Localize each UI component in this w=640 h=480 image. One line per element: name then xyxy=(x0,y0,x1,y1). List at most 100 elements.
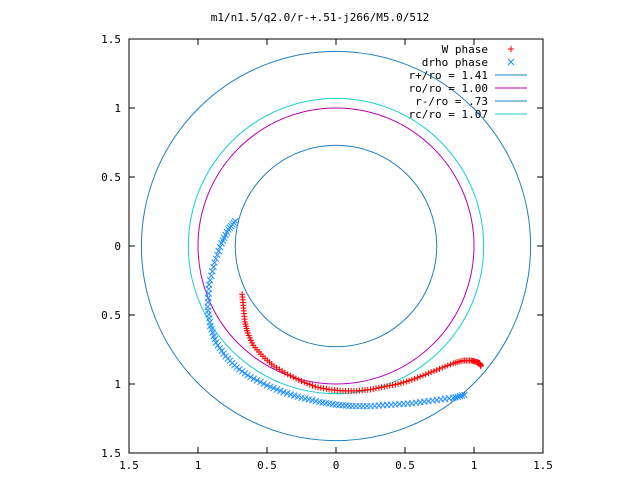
w-phase-point xyxy=(315,384,322,391)
w-phase-point xyxy=(386,382,393,389)
drho-phase-point xyxy=(210,263,217,271)
w-phase-point xyxy=(439,364,446,371)
w-phase-point xyxy=(433,366,440,373)
w-phase-point xyxy=(317,384,324,391)
drho-phase-point xyxy=(253,377,261,384)
circle-r-minus xyxy=(234,144,438,348)
radius-circles xyxy=(140,50,532,442)
w-phase-point xyxy=(312,383,319,390)
drho-phase-point xyxy=(260,380,268,388)
w-phase-point xyxy=(477,363,484,370)
y-tick-label: 0.5 xyxy=(101,309,121,322)
w-phase-point xyxy=(306,381,313,388)
w-phase-point xyxy=(411,375,418,382)
y-tick-label: 0 xyxy=(114,240,121,253)
w-phase-point xyxy=(406,377,413,384)
drho-phase-point xyxy=(257,378,264,386)
w-phase-point xyxy=(378,384,385,391)
legend-entry: W phase xyxy=(442,43,514,56)
legend-label: r+/ro = 1.41 xyxy=(409,69,488,82)
w-phase-point xyxy=(309,382,316,389)
drho-phase-point xyxy=(216,243,224,251)
chart-title: m1/n1.5/q2.0/r-+.51-j266/M5.0/512 xyxy=(211,11,430,24)
drho-phase-point xyxy=(250,375,258,383)
w-phase-point xyxy=(384,383,391,390)
drho-phase-point xyxy=(247,373,254,381)
w-phase-point xyxy=(370,385,377,392)
legend-entry: r-/ro = .73 xyxy=(415,95,527,108)
w-phase-point xyxy=(367,386,374,393)
x-tick-label: 1 xyxy=(195,459,202,472)
y-tick-label: 1 xyxy=(114,378,121,391)
w-phase-point xyxy=(436,365,443,372)
w-phase-point xyxy=(428,369,435,376)
w-phase-point xyxy=(292,375,299,382)
w-phase-point xyxy=(298,378,305,385)
drho-phase-point xyxy=(206,276,214,284)
w-phase-point xyxy=(375,384,382,391)
legend-entry: ro/ro = 1.00 xyxy=(409,82,527,95)
y-tick-label: 1.5 xyxy=(101,447,121,460)
drho-phase-point xyxy=(215,247,223,255)
w-phase-point xyxy=(417,373,424,380)
w-phase-point xyxy=(397,380,404,387)
legend-entry: r+/ro = 1.41 xyxy=(409,69,527,82)
drho-phase-point xyxy=(208,268,216,275)
w-phase-point xyxy=(447,361,454,368)
w-phase-point xyxy=(408,376,415,383)
w-phase-point xyxy=(414,374,421,381)
drho-phase-point xyxy=(212,255,220,263)
x-tick-label: 1 xyxy=(471,459,478,472)
circle-r-plus xyxy=(140,50,532,442)
legend-label: drho phase xyxy=(422,56,488,69)
legend-label: rc/ro = 1.07 xyxy=(409,108,488,121)
w-phase-point xyxy=(442,363,449,370)
w-phase-point xyxy=(425,370,432,377)
w-phase-point xyxy=(304,380,311,387)
legend-label: ro/ro = 1.00 xyxy=(409,82,488,95)
w-phase-point xyxy=(444,362,451,369)
y-tick-label: 1.5 xyxy=(101,33,121,46)
legend-cross-marker xyxy=(507,58,515,66)
circle-r-c xyxy=(187,97,485,395)
series-w-phase xyxy=(239,291,484,394)
w-phase-point xyxy=(400,379,407,386)
w-phase-point xyxy=(422,371,429,378)
w-phase-point xyxy=(419,372,426,379)
w-phase-point xyxy=(290,374,297,381)
x-tick-label: 0.5 xyxy=(257,459,277,472)
w-phase-point xyxy=(284,371,291,378)
y-tick-label: 0.5 xyxy=(101,171,121,184)
legend-entry: drho phase xyxy=(422,56,515,69)
w-phase-point xyxy=(301,379,308,386)
legend-label: r-/ro = .73 xyxy=(415,95,488,108)
w-phase-point xyxy=(287,372,294,379)
x-tick-label: 0.5 xyxy=(395,459,415,472)
w-phase-point xyxy=(320,385,327,392)
w-phase-point xyxy=(389,382,396,389)
drho-phase-point xyxy=(207,272,215,280)
w-phase-point xyxy=(403,378,410,385)
x-tick-label: 0 xyxy=(333,459,340,472)
w-phase-point xyxy=(323,385,330,392)
legend-label: W phase xyxy=(442,43,488,56)
legend-plus-marker xyxy=(508,46,514,52)
drho-phase-point xyxy=(460,391,468,399)
legend-entry: rc/ro = 1.07 xyxy=(409,108,527,121)
axis-ticks: 1.5 1 0.5 0 0.5 1 1.51.510.500.511.5 xyxy=(101,33,553,472)
w-phase-point xyxy=(381,383,388,390)
w-phase-point xyxy=(430,368,437,375)
w-phase-point xyxy=(373,385,380,392)
drho-phase-point xyxy=(213,251,221,259)
series-drho-phase xyxy=(204,217,468,410)
x-tick-label: 1.5 xyxy=(533,459,553,472)
w-phase-point xyxy=(395,381,402,387)
x-tick-label: 1.5 xyxy=(119,459,139,472)
w-phase-point xyxy=(295,376,302,383)
drho-phase-point xyxy=(458,392,466,399)
w-phase-point xyxy=(392,381,399,388)
data-series xyxy=(204,217,484,410)
drho-phase-point xyxy=(218,239,225,247)
